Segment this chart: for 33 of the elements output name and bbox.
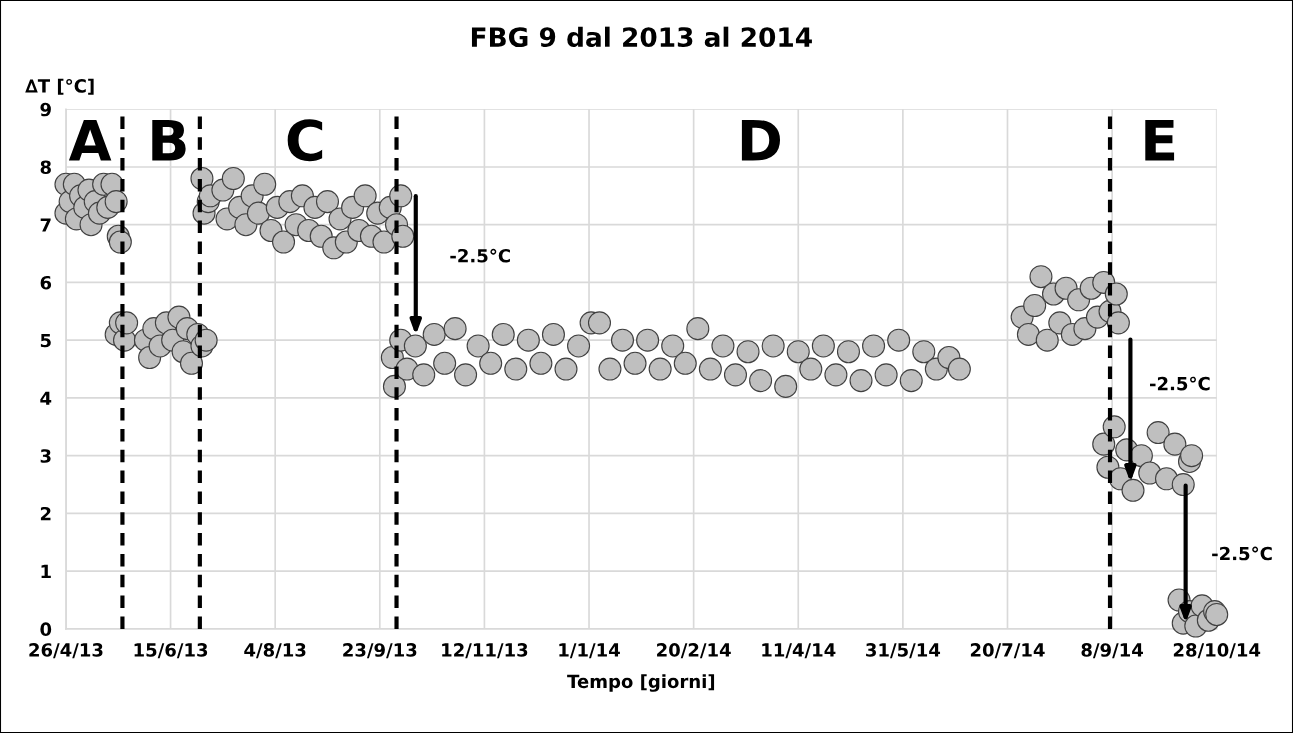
x-tick-label: 26/4/13: [29, 643, 103, 659]
y-tick-label: 4: [40, 391, 52, 405]
y-tick-label: 5: [40, 333, 51, 348]
annotation: -2.5°C: [1149, 376, 1210, 391]
x-tick-label: 1/1/14: [559, 643, 620, 659]
y-tick-label: 3: [40, 449, 51, 463]
chart-title: FBG 9 dal 2013 al 2014: [471, 26, 812, 48]
annotation: A: [68, 119, 112, 161]
x-tick-label: 15/6/13: [134, 643, 208, 659]
x-tick-label: 20/7/14: [970, 643, 1045, 659]
y-tick-label: 6: [40, 275, 52, 290]
y-tick-label: 2: [40, 506, 51, 521]
annotation: -2.5°C: [450, 248, 510, 263]
y-tick-label: 8: [40, 160, 51, 175]
x-tick-label: 12/11/13: [442, 643, 528, 659]
y-axis-title: ∆T [°C]: [25, 78, 94, 95]
x-tick-label: 20/2/14: [657, 643, 731, 659]
x-tick-label: 8/9/14: [1081, 643, 1143, 659]
x-axis-title: Tempo [giorni]: [567, 674, 715, 692]
x-tick-label: 4/8/13: [244, 643, 306, 659]
annotation: D: [741, 119, 781, 161]
annotation: E: [1145, 119, 1175, 161]
y-tick-label: 0: [40, 622, 52, 637]
x-tick-label: 28/10/14: [1173, 643, 1261, 659]
x-tick-label: 23/9/13: [343, 643, 417, 659]
x-tick-label: 11/4/14: [762, 643, 836, 659]
y-tick-label: 1: [41, 564, 51, 579]
annotation: B: [152, 119, 186, 161]
y-tick-label: 7: [40, 218, 51, 232]
x-tick-label: 31/5/14: [866, 643, 941, 659]
annotation: -2.5°C: [1212, 546, 1272, 561]
annotation: C: [287, 119, 323, 162]
y-tick-label: 9: [40, 102, 51, 117]
